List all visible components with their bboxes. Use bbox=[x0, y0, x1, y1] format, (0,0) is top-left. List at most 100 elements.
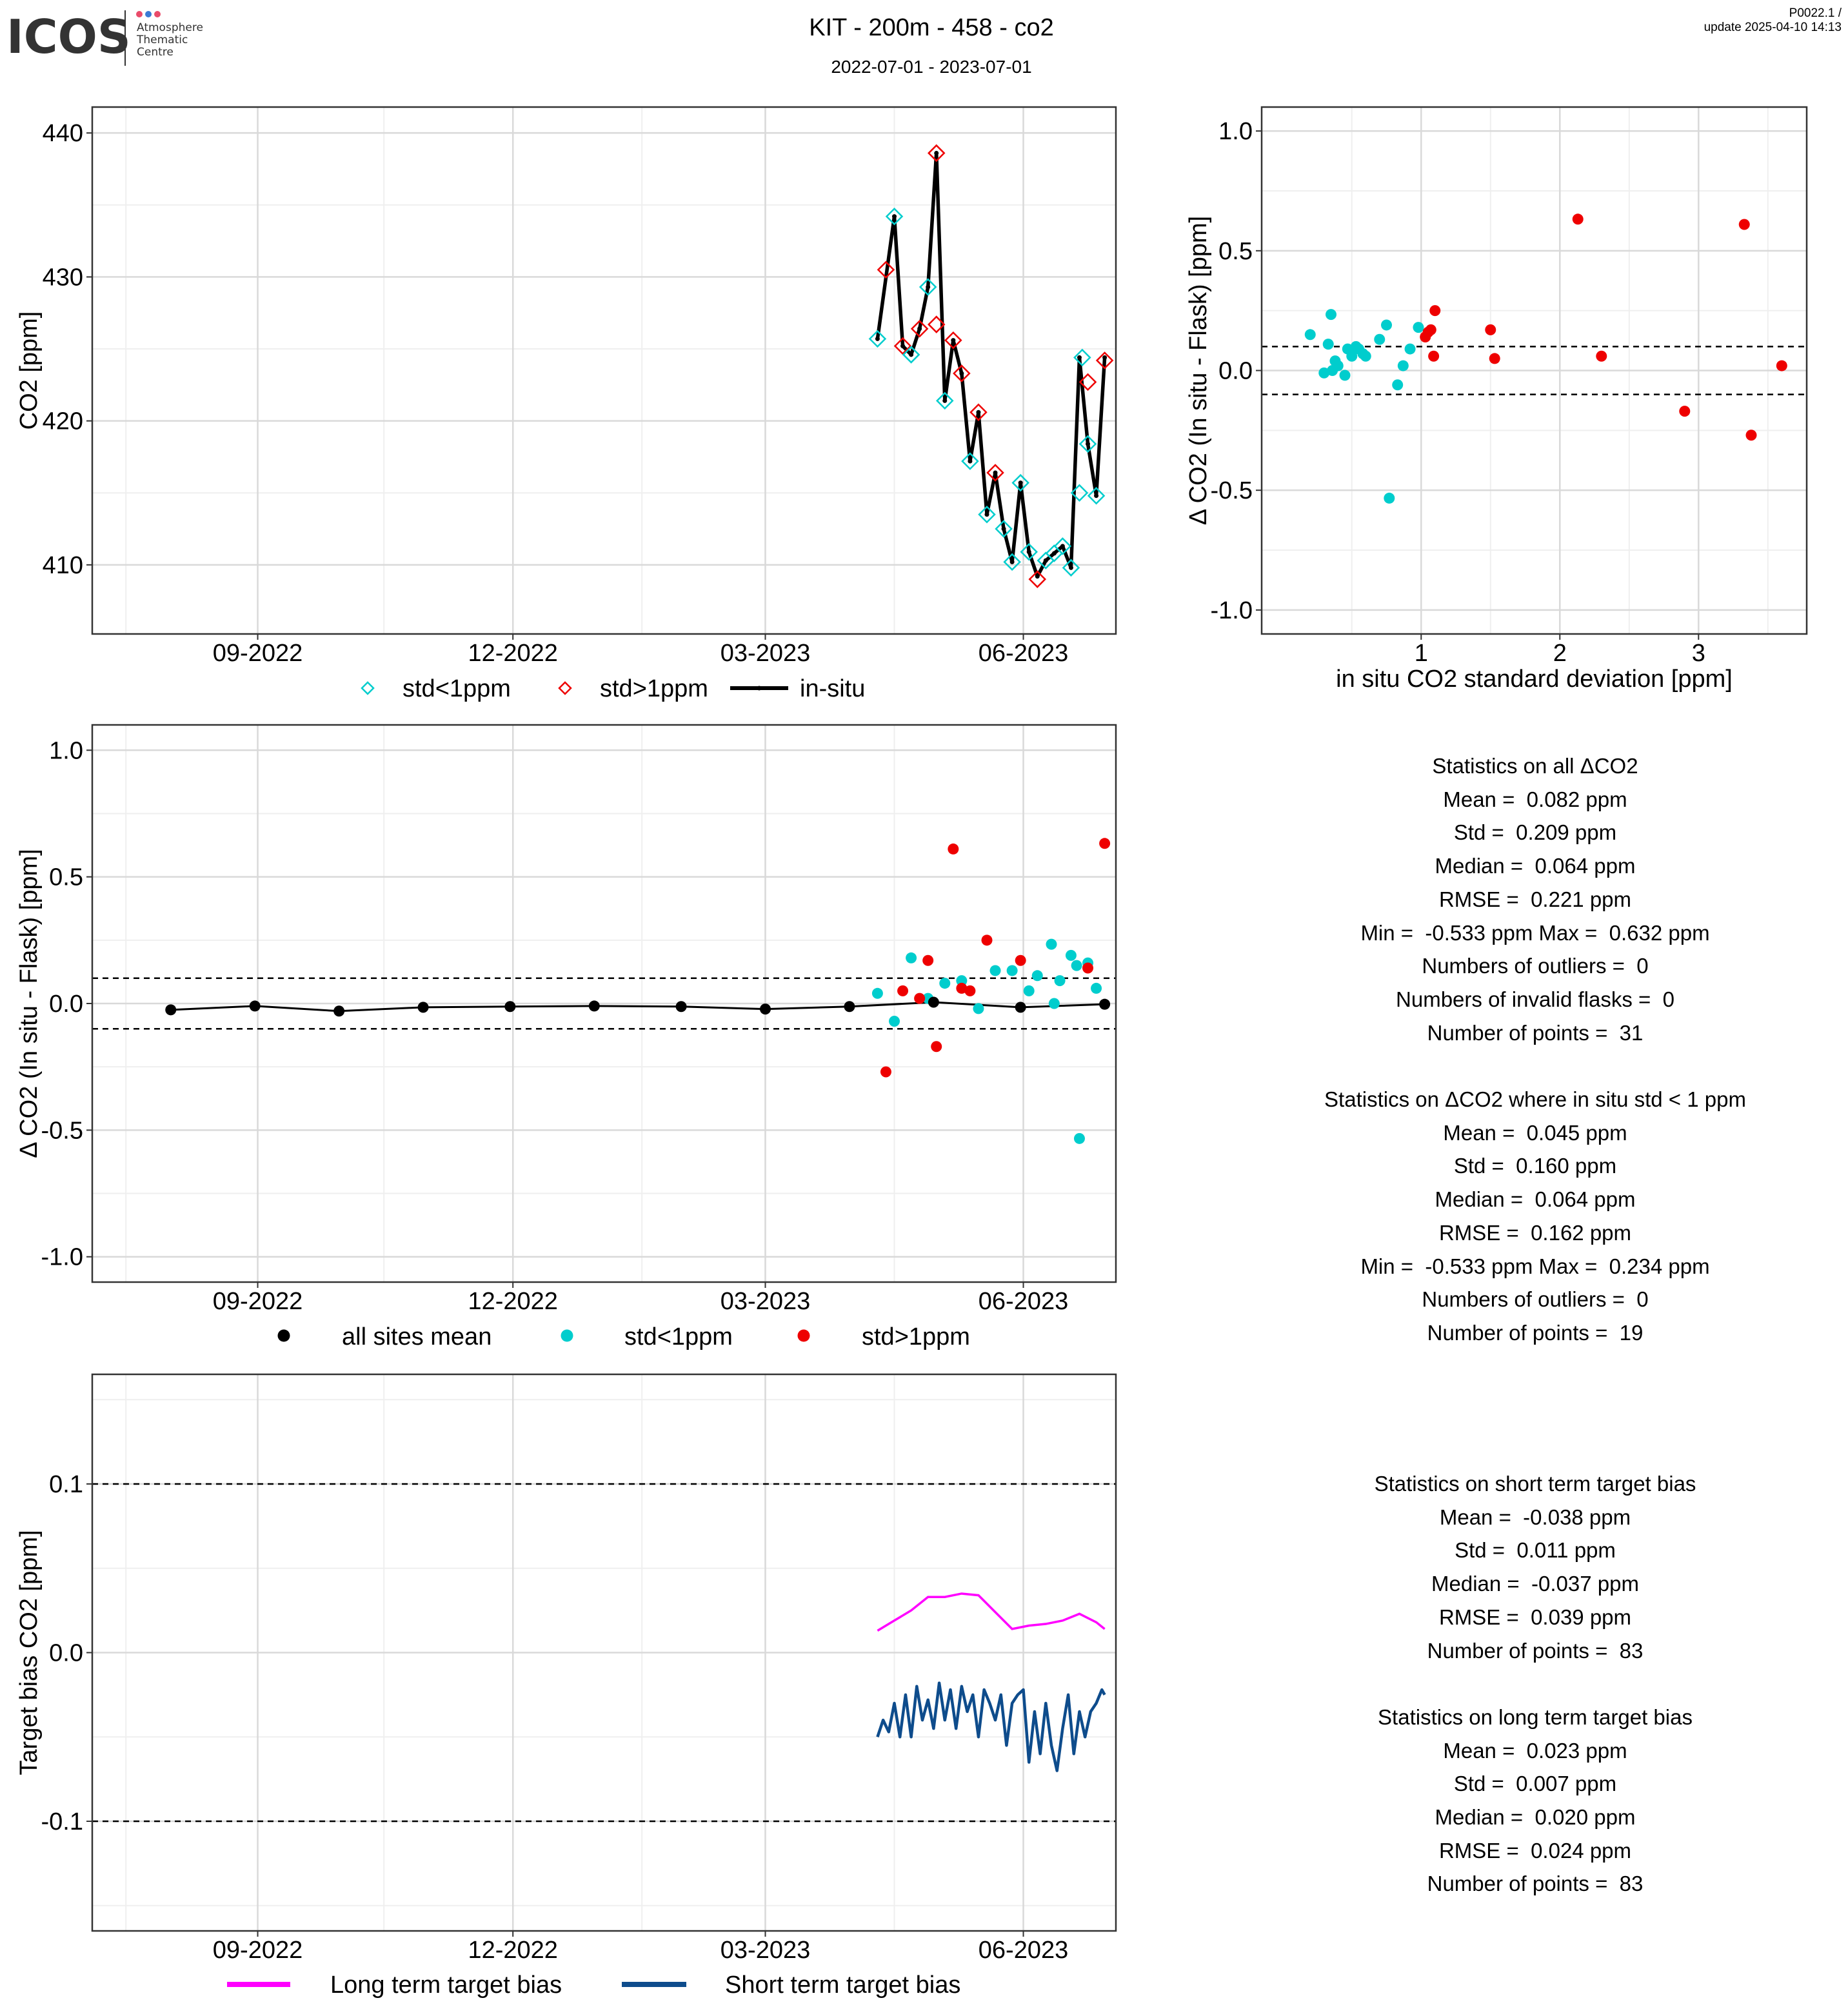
y-tick-label: 0.0 bbox=[49, 991, 83, 1018]
flask-diamond bbox=[910, 319, 929, 338]
insitu-point bbox=[1086, 441, 1091, 446]
version-info: P0022.1 / update 2025-04-10 14:13 bbox=[1704, 6, 1842, 35]
point-low-std bbox=[1023, 985, 1035, 996]
stats-target-bias: Statistics on short term target bias Mean… bbox=[1213, 1467, 1848, 1901]
flask-diamond bbox=[919, 278, 937, 296]
legend-dot-mean bbox=[277, 1329, 290, 1342]
point-low-std bbox=[1054, 975, 1066, 987]
point-low-std bbox=[1304, 329, 1316, 341]
insitu-point bbox=[1094, 493, 1099, 499]
all-sites-mean-point bbox=[165, 1004, 177, 1016]
insitu-point bbox=[875, 336, 880, 341]
stats-line: Number of points = 83 bbox=[1427, 1638, 1644, 1663]
all-sites-mean-line bbox=[170, 1001, 1105, 1013]
legend-panel5: Long term target bias Short term target b… bbox=[227, 1972, 960, 1999]
flask-diamond bbox=[978, 505, 996, 524]
insitu-point bbox=[926, 284, 931, 290]
logo-line-2: Thematic bbox=[136, 34, 188, 46]
insitu-point bbox=[959, 371, 964, 376]
all-sites-mean-point bbox=[333, 1005, 345, 1017]
flask-diamond bbox=[1070, 484, 1089, 502]
x-tick-label: 2 bbox=[1553, 640, 1567, 667]
flask-diamond bbox=[1028, 570, 1047, 588]
x-tick-label: 06-2023 bbox=[979, 1937, 1068, 1964]
flask-diamond bbox=[944, 331, 962, 350]
x-tick-label: 06-2023 bbox=[979, 640, 1068, 667]
point-high-std bbox=[964, 985, 976, 996]
point-low-std bbox=[1346, 350, 1358, 362]
point-low-std bbox=[1048, 998, 1060, 1009]
data-layer bbox=[1304, 213, 1787, 504]
all-sites-mean-point bbox=[1015, 1002, 1026, 1013]
stats-line: Number of points = 19 bbox=[1427, 1320, 1644, 1345]
stats-line: RMSE = 0.024 ppm bbox=[1438, 1838, 1632, 1863]
stats-line: Mean = -0.038 ppm bbox=[1439, 1505, 1631, 1529]
logo-main-text: ICOS bbox=[6, 10, 131, 64]
legend-label: all sites mean bbox=[342, 1323, 492, 1350]
point-low-std bbox=[1392, 379, 1404, 391]
y-tick-label: -0.5 bbox=[1211, 477, 1253, 504]
x-tick-label: 12-2022 bbox=[468, 1937, 557, 1964]
stats-line: Std = 0.007 ppm bbox=[1453, 1772, 1617, 1796]
logo-dot-pink bbox=[154, 11, 161, 17]
point-low-std bbox=[871, 987, 883, 999]
point-high-std bbox=[1428, 350, 1440, 362]
y-tick-label: 0.5 bbox=[49, 864, 83, 891]
stats-line: RMSE = 0.162 ppm bbox=[1438, 1220, 1632, 1245]
insitu-point bbox=[1102, 355, 1108, 360]
point-low-std bbox=[1374, 333, 1386, 345]
y-tick-label: -0.1 bbox=[41, 1808, 83, 1835]
flask-diamond bbox=[953, 364, 971, 382]
stats-line: Median = 0.064 ppm bbox=[1435, 854, 1636, 878]
point-high-std bbox=[880, 1066, 891, 1078]
insitu-point bbox=[1018, 480, 1023, 486]
y-tick-label: 410 bbox=[43, 552, 83, 579]
point-low-std bbox=[906, 952, 917, 964]
point-high-std bbox=[931, 1041, 942, 1053]
insitu-point bbox=[917, 326, 922, 331]
insitu-point bbox=[1068, 565, 1073, 570]
y-tick-label: -0.5 bbox=[41, 1117, 83, 1144]
point-low-std bbox=[1065, 949, 1077, 961]
insitu-point bbox=[892, 214, 897, 219]
point-high-std bbox=[1679, 406, 1691, 417]
point-low-std bbox=[1397, 360, 1409, 371]
point-low-std bbox=[1404, 343, 1416, 355]
legend-label: Long term target bias bbox=[330, 1972, 562, 1999]
y-tick-label: 1.0 bbox=[49, 737, 83, 764]
legend-label: std>1ppm bbox=[600, 675, 708, 702]
flask-diamond bbox=[986, 464, 1004, 482]
point-high-std bbox=[948, 843, 959, 855]
long-term-bias-line bbox=[877, 1592, 1106, 1632]
flask-diamond bbox=[1020, 542, 1038, 561]
x-tick-label: 12-2022 bbox=[468, 640, 557, 667]
all-sites-mean-point bbox=[928, 996, 939, 1008]
x-tick-label: 09-2022 bbox=[213, 1937, 303, 1964]
point-high-std bbox=[1489, 353, 1500, 364]
flask-diamond bbox=[1011, 473, 1029, 492]
point-high-std bbox=[1099, 838, 1111, 849]
flask-diamond bbox=[1095, 351, 1114, 370]
stats-line bbox=[1213, 1049, 1848, 1083]
point-low-std bbox=[1332, 360, 1344, 371]
y-axis-label: CO2 [ppm] bbox=[15, 311, 43, 430]
point-low-std bbox=[1381, 319, 1393, 331]
short-term-bias-line bbox=[876, 1681, 1106, 1772]
legend-label: std<1ppm bbox=[624, 1323, 733, 1350]
stats-line: Min = -0.533 ppm Max = 0.234 ppm bbox=[1360, 1254, 1710, 1278]
point-low-std bbox=[1318, 367, 1330, 379]
flask-diamond bbox=[961, 452, 979, 470]
stats-line: Mean = 0.082 ppm bbox=[1443, 787, 1627, 811]
x-tick-label: 09-2022 bbox=[213, 1288, 303, 1315]
legend-label: in-situ bbox=[800, 675, 865, 702]
stats-line: Min = -0.533 ppm Max = 0.632 ppm bbox=[1360, 920, 1710, 945]
insitu-point bbox=[968, 459, 973, 464]
y-tick-label: 0.0 bbox=[49, 1640, 83, 1667]
flask-diamond bbox=[969, 403, 988, 422]
stats-line: Statistics on ΔCO2 where in situ std < 1… bbox=[1324, 1087, 1746, 1112]
y-axis-label: Δ CO2 (In situ - Flask) [ppm] bbox=[1185, 216, 1212, 525]
point-low-std bbox=[1073, 1132, 1085, 1144]
x-tick-label: 1 bbox=[1415, 640, 1428, 667]
point-high-std bbox=[981, 934, 993, 946]
point-high-std bbox=[1745, 430, 1757, 441]
